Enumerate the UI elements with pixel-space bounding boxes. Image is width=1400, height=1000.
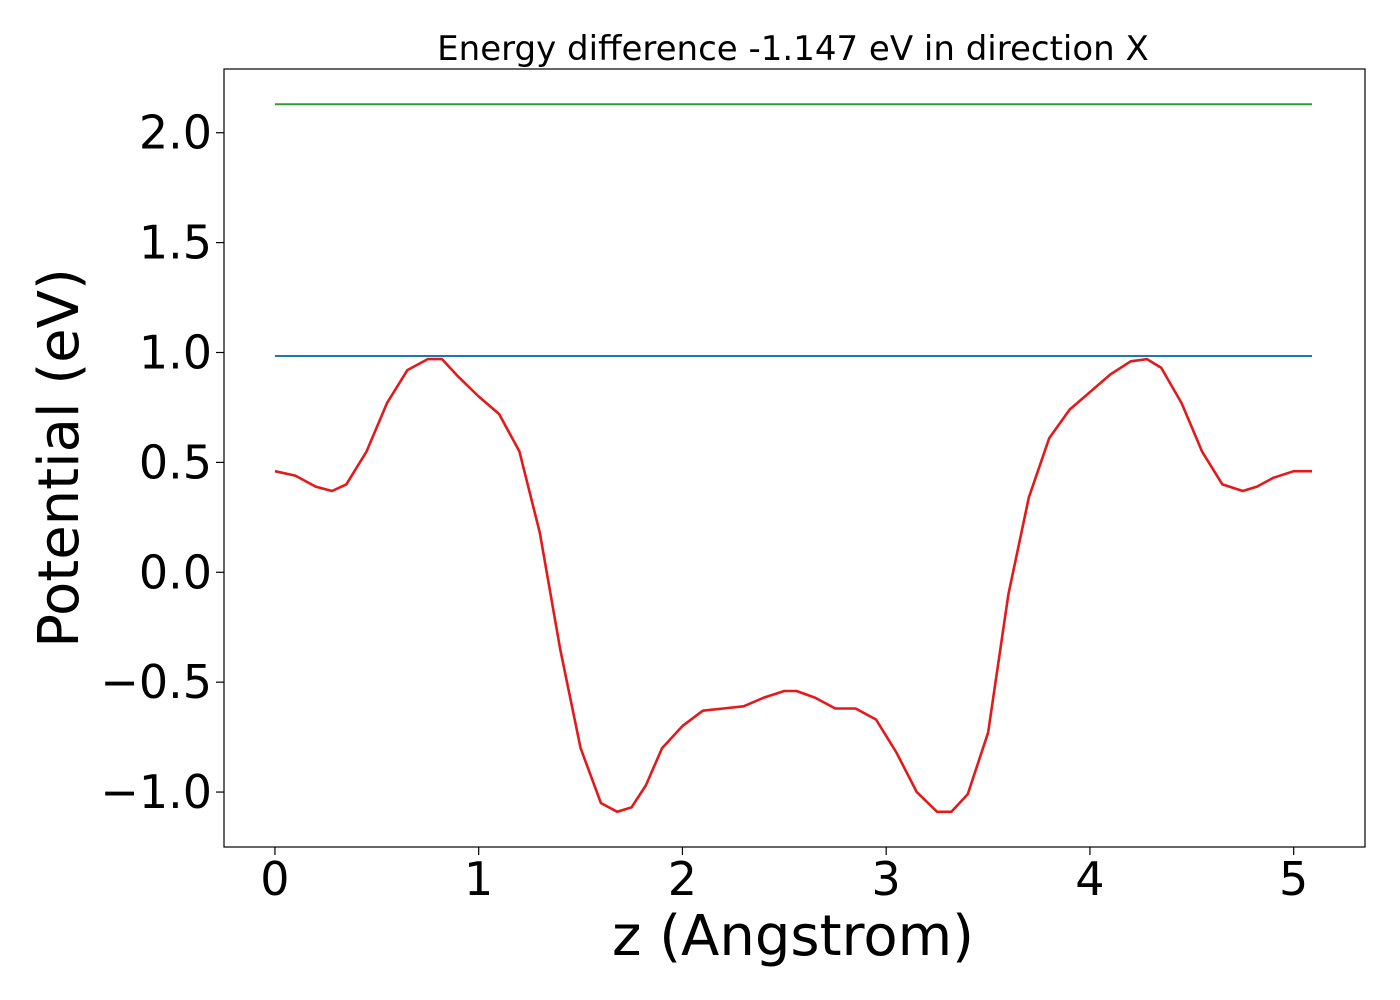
y-axis-ticks: −1.0 −0.5 0.0 0.5 1.0 1.5 2.0 [100, 106, 224, 819]
chart-title: Energy difference -1.147 eV in direction… [437, 29, 1149, 69]
x-axis-ticks: 0 1 2 3 4 5 [260, 847, 1308, 906]
plot-lines [274, 103, 1312, 814]
y-axis-label: Potential (eV) [27, 268, 92, 648]
x-tick-label: 0 [260, 852, 289, 906]
y-tick-label: −1.0 [100, 765, 212, 819]
y-tick-label: 0.5 [139, 435, 212, 489]
y-tick-label: 0.0 [139, 545, 212, 599]
x-tick-label: 5 [1279, 852, 1308, 906]
x-tick-label: 3 [872, 852, 901, 906]
x-tick-label: 1 [464, 852, 493, 906]
series-line-2 [274, 357, 1312, 814]
y-tick-label: 1.0 [139, 326, 212, 380]
x-tick-label: 4 [1075, 852, 1104, 906]
y-tick-label: 2.0 [139, 106, 212, 160]
y-tick-label: −0.5 [100, 655, 212, 709]
x-axis-label: z (Angstrom) [612, 904, 974, 969]
x-tick-label: 2 [668, 852, 697, 906]
plot-frame [223, 68, 1366, 848]
y-tick-label: 1.5 [139, 216, 212, 270]
